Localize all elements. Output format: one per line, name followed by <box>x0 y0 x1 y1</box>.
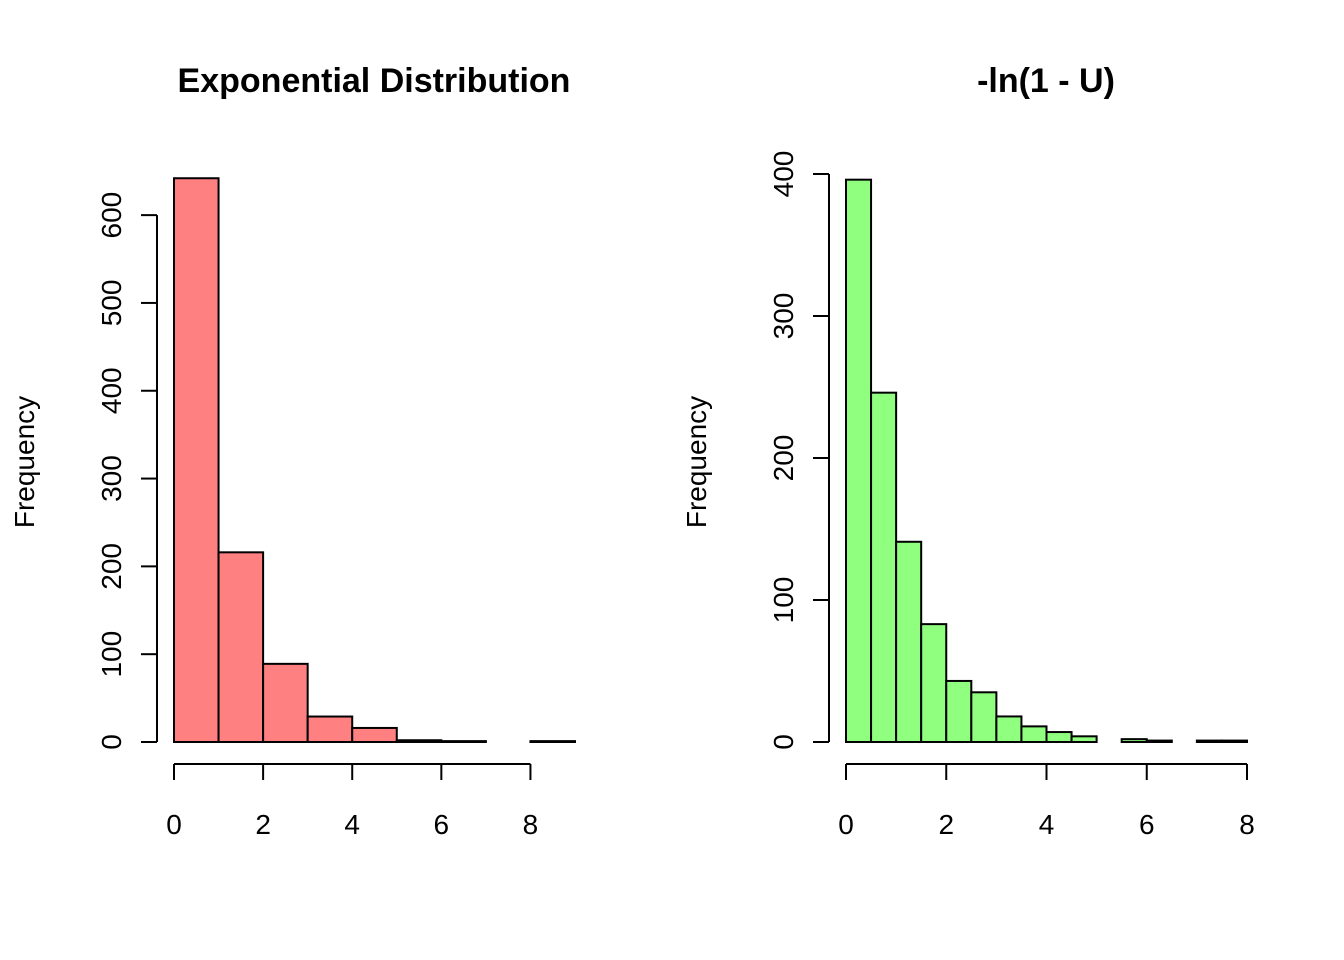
histogram-bar <box>306 715 354 743</box>
x-axis: 0 2 4 6 8 <box>166 763 539 840</box>
histogram-bar <box>262 662 309 743</box>
histogram-bar <box>1120 738 1148 743</box>
histogram-bar <box>870 391 898 743</box>
histogram-bar <box>173 177 220 743</box>
y-tick-label: 600 <box>96 192 127 239</box>
histogram-bar <box>1020 725 1048 744</box>
y-tick-label: 400 <box>768 151 799 198</box>
histogram-bar <box>529 740 577 744</box>
histogram-bar <box>351 726 398 744</box>
x-tick-label: 4 <box>1039 809 1055 840</box>
y-tick-label: 500 <box>96 280 127 327</box>
x-tick-label: 6 <box>1139 809 1155 840</box>
chart-title: Exponential Distribution <box>178 62 571 100</box>
x-tick-label: 0 <box>838 809 854 840</box>
histogram-bar <box>1145 739 1173 744</box>
histogram-bar <box>440 740 487 744</box>
y-axis: 0 100 200 300 400 500 600 <box>96 192 158 750</box>
histogram-bar <box>1070 735 1098 744</box>
right-histogram-panel: -ln(1 - U) Frequency 0 100 200 300 400 0 2 4 6 8 <box>681 62 1255 840</box>
chart-title: -ln(1 - U) <box>977 62 1115 100</box>
y-tick-label: 200 <box>96 543 127 590</box>
histogram-bar <box>1220 739 1248 744</box>
y-tick-label: 300 <box>96 455 127 502</box>
bars <box>173 177 577 744</box>
histogram-bar <box>945 679 973 744</box>
histogram-bar <box>970 691 998 743</box>
bars <box>845 178 1248 744</box>
histogram-bar <box>217 551 265 744</box>
x-tick-label: 2 <box>255 809 271 840</box>
histogram-bar <box>845 178 873 743</box>
y-axis-label: Frequency <box>9 396 40 528</box>
x-tick-label: 6 <box>434 809 450 840</box>
x-tick-label: 0 <box>166 809 182 840</box>
histogram-bar <box>895 540 923 744</box>
x-tick-label: 8 <box>523 809 539 840</box>
x-tick-label: 8 <box>1239 809 1255 840</box>
left-histogram-panel: Exponential Distribution Frequency 0 100 2… <box>9 62 577 840</box>
histogram-bar <box>1045 731 1073 743</box>
y-tick-label: 200 <box>768 435 799 482</box>
y-tick-label: 100 <box>96 631 127 678</box>
y-tick-label: 0 <box>768 734 799 750</box>
y-tick-label: 400 <box>96 367 127 414</box>
histogram-bar <box>920 623 948 744</box>
x-tick-label: 4 <box>344 809 360 840</box>
y-axis-label: Frequency <box>681 396 712 528</box>
y-axis: 0 100 200 300 400 <box>768 151 830 750</box>
histogram-bar <box>1195 739 1223 744</box>
y-tick-label: 0 <box>96 734 127 750</box>
histogram-bar <box>995 715 1023 744</box>
y-tick-label: 100 <box>768 577 799 624</box>
y-tick-label: 300 <box>768 293 799 340</box>
x-tick-label: 2 <box>938 809 954 840</box>
histogram-bar <box>395 739 443 744</box>
x-axis: 0 2 4 6 8 <box>838 763 1255 840</box>
